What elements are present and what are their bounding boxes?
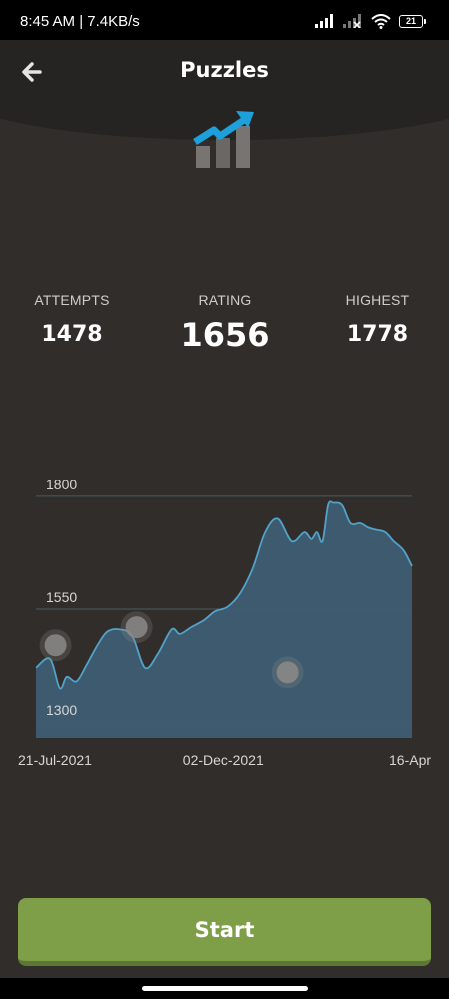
y-tick-label: 1550 xyxy=(46,589,77,605)
cellular-signal-icon xyxy=(315,14,333,28)
attempts-stat: ATTEMPTS 1478 xyxy=(24,292,120,347)
status-bar: 8:45 AM | 7.4KB/s 21 xyxy=(0,0,449,40)
rating-line xyxy=(35,500,413,690)
arrow-left-icon xyxy=(22,62,42,82)
highest-value: 1778 xyxy=(346,322,409,347)
highest-stat: HIGHEST 1778 xyxy=(330,292,425,347)
no-signal-icon xyxy=(343,14,361,28)
highest-label: HIGHEST xyxy=(345,292,410,308)
attempts-value: 1478 xyxy=(41,322,103,347)
start-button[interactable]: Start xyxy=(18,898,431,966)
status-time: 8:45 AM | 7.4KB/s xyxy=(20,13,140,30)
wifi-icon xyxy=(371,13,391,29)
battery-icon: 21 xyxy=(399,14,426,28)
rating-label: RATING xyxy=(198,292,252,308)
y-tick-label: 1800 xyxy=(46,480,77,492)
rating-history-chart: 1800 1550 1300 xyxy=(35,480,413,738)
home-gesture-handle[interactable] xyxy=(142,986,308,991)
rating-value: 1656 xyxy=(180,316,270,354)
start-button-label: Start xyxy=(194,917,255,942)
chart-marker xyxy=(125,616,148,639)
back-button[interactable] xyxy=(18,58,48,86)
navigation-bar xyxy=(0,978,449,999)
header-background xyxy=(0,40,449,140)
status-icons: 21 xyxy=(315,11,426,31)
battery-level: 21 xyxy=(405,16,416,26)
attempts-label: ATTEMPTS xyxy=(34,292,110,308)
y-tick-label: 1300 xyxy=(46,702,77,718)
x-tick-label: 16-Apr xyxy=(389,752,432,768)
rating-stat: RATING 1656 xyxy=(170,292,280,354)
x-tick-label: 21-Jul-2021 xyxy=(18,752,92,768)
page-title: Puzzles xyxy=(180,58,269,82)
chart-marker xyxy=(276,661,299,684)
chart-marker xyxy=(44,634,67,657)
rising-bar-chart-arrow-icon xyxy=(193,111,254,168)
x-tick-label: 02-Dec-2021 xyxy=(182,752,264,768)
rating-area xyxy=(36,501,412,738)
